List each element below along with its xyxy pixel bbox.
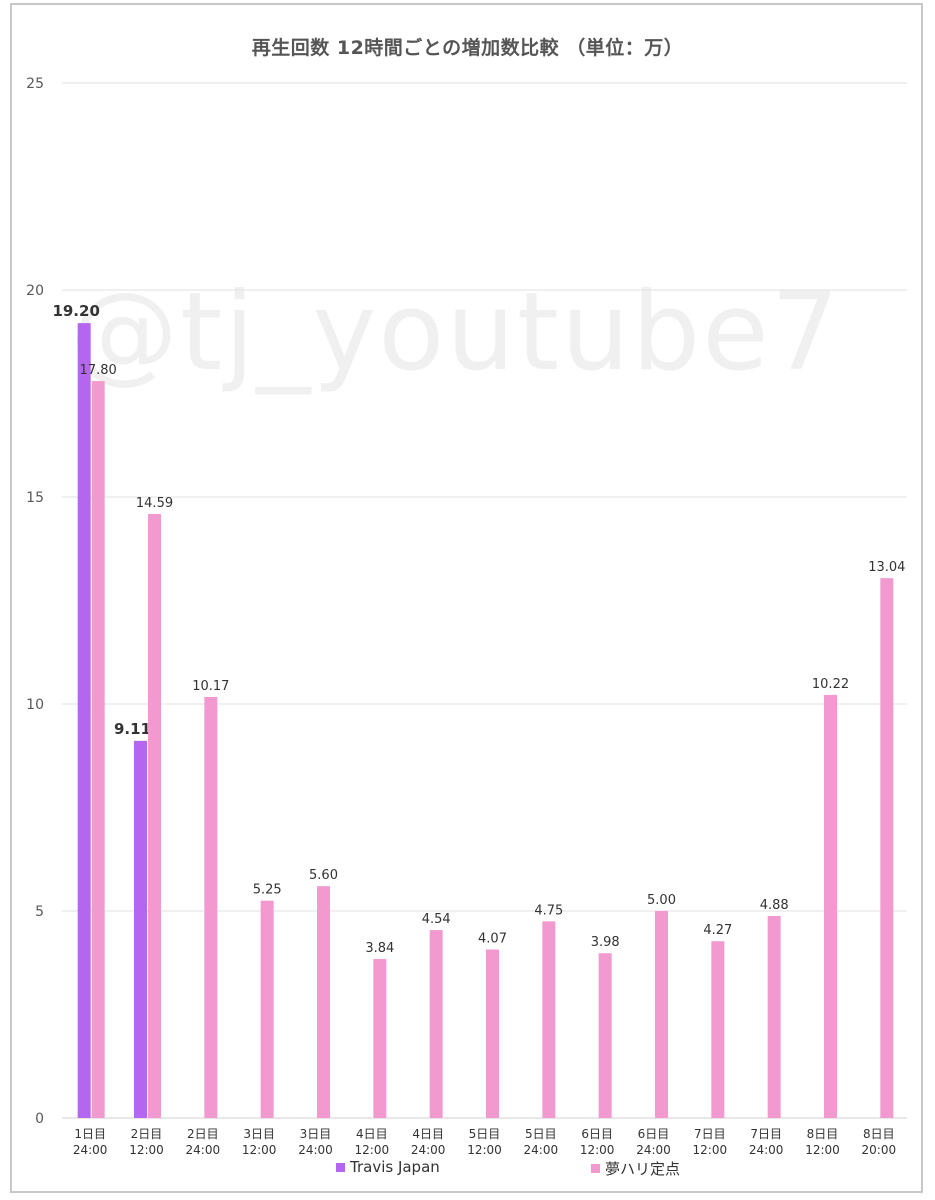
x-tick-label: 6日目 (638, 1127, 670, 1141)
bar-yumehari (91, 381, 105, 1119)
data-label-yumehari: 10.17 (192, 679, 229, 694)
bar-yumehari (824, 694, 837, 1118)
data-label-yumehari: 4.27 (703, 923, 732, 938)
data-label-yumehari: 4.75 (534, 903, 563, 918)
data-label-yumehari: 13.04 (868, 560, 905, 575)
x-tick-label: 12:00 (693, 1143, 728, 1157)
x-tick-label: 24:00 (186, 1143, 221, 1157)
data-label-yumehari: 3.98 (591, 935, 620, 950)
bar-yumehari (486, 949, 499, 1118)
data-label-yumehari: 5.60 (309, 868, 338, 883)
legend-swatch-travis-japan (336, 1162, 345, 1172)
x-tick-label: 12:00 (580, 1143, 615, 1157)
legend-label-travis-japan: Travis Japan (350, 1158, 440, 1176)
bar-travis-japan (77, 323, 91, 1118)
bar-yumehari (598, 953, 612, 1118)
x-tick-label: 12:00 (805, 1143, 840, 1157)
bar-yumehari (373, 959, 387, 1118)
bar-yumehari (260, 900, 274, 1118)
x-tick-label: 2日目 (187, 1127, 219, 1141)
data-label-travis-japan: 19.20 (52, 302, 99, 320)
x-tick-label: 5日目 (525, 1127, 557, 1141)
x-tick-label: 24:00 (749, 1143, 784, 1157)
x-tick-label: 7日目 (694, 1127, 726, 1141)
legend-swatch-yumehari (591, 1164, 600, 1173)
x-tick-label: 3日目 (243, 1127, 275, 1141)
x-tick-label: 12:00 (129, 1143, 164, 1157)
x-tick-label: 3日目 (300, 1127, 332, 1141)
data-label-yumehari: 5.00 (647, 893, 676, 908)
bar-yumehari (655, 911, 668, 1118)
y-tick-label: 10 (26, 697, 44, 713)
x-tick-label: 8日目 (863, 1127, 895, 1141)
x-tick-label: 24:00 (524, 1143, 559, 1157)
x-tick-label: 7日目 (750, 1127, 782, 1141)
x-tick-label: 24:00 (73, 1143, 108, 1157)
y-tick-label: 0 (35, 1111, 44, 1127)
x-tick-label: 5日目 (469, 1127, 501, 1141)
bar-yumehari (767, 915, 781, 1118)
x-tick-label: 12:00 (355, 1143, 390, 1157)
x-tick-label: 2日目 (131, 1127, 163, 1141)
data-label-yumehari: 10.22 (812, 677, 849, 692)
x-tick-label: 24:00 (411, 1143, 446, 1157)
data-label-yumehari: 17.80 (80, 363, 117, 378)
x-tick-label: 20:00 (862, 1143, 897, 1157)
x-tick-label: 24:00 (298, 1143, 333, 1157)
chart-title: 再生回数 12時間ごとの増加数比較 （単位：万） (251, 37, 684, 59)
legend-item-travis-japan: Travis Japan (336, 1158, 440, 1176)
data-label-yumehari: 5.25 (253, 883, 282, 898)
legend-item-yumehari: 夢ハリ定点 (591, 1158, 680, 1179)
bar-yumehari (429, 930, 443, 1118)
data-label-yumehari: 4.07 (478, 932, 507, 947)
watermark-text: @tj_youtube7 (70, 270, 842, 395)
bar-yumehari (880, 578, 894, 1118)
x-tick-label: 4日目 (412, 1127, 444, 1141)
x-tick-label: 6日目 (581, 1127, 613, 1141)
y-tick-label: 20 (26, 283, 44, 299)
y-tick-label: 15 (26, 490, 44, 506)
x-tick-label: 4日目 (356, 1127, 388, 1141)
y-tick-label: 25 (26, 76, 44, 92)
bar-yumehari (542, 921, 556, 1118)
x-tick-label: 8日目 (807, 1127, 839, 1141)
data-label-travis-japan: 9.11 (114, 720, 151, 738)
legend-label-yumehari: 夢ハリ定点 (605, 1160, 681, 1178)
data-label-yumehari: 3.84 (365, 941, 394, 956)
x-tick-label: 1日目 (74, 1127, 106, 1141)
y-tick-label: 5 (35, 904, 44, 920)
x-tick-label: 12:00 (467, 1143, 502, 1157)
bar-yumehari (317, 886, 330, 1118)
data-label-yumehari: 14.59 (136, 496, 173, 511)
x-tick-label: 24:00 (636, 1143, 671, 1157)
bar-yumehari (204, 696, 218, 1118)
data-label-yumehari: 4.54 (422, 912, 451, 927)
data-label-yumehari: 4.88 (760, 898, 789, 913)
bar-yumehari (148, 513, 161, 1118)
x-tick-label: 12:00 (242, 1143, 277, 1157)
bar-yumehari (711, 941, 725, 1118)
bar-travis-japan (134, 740, 147, 1118)
